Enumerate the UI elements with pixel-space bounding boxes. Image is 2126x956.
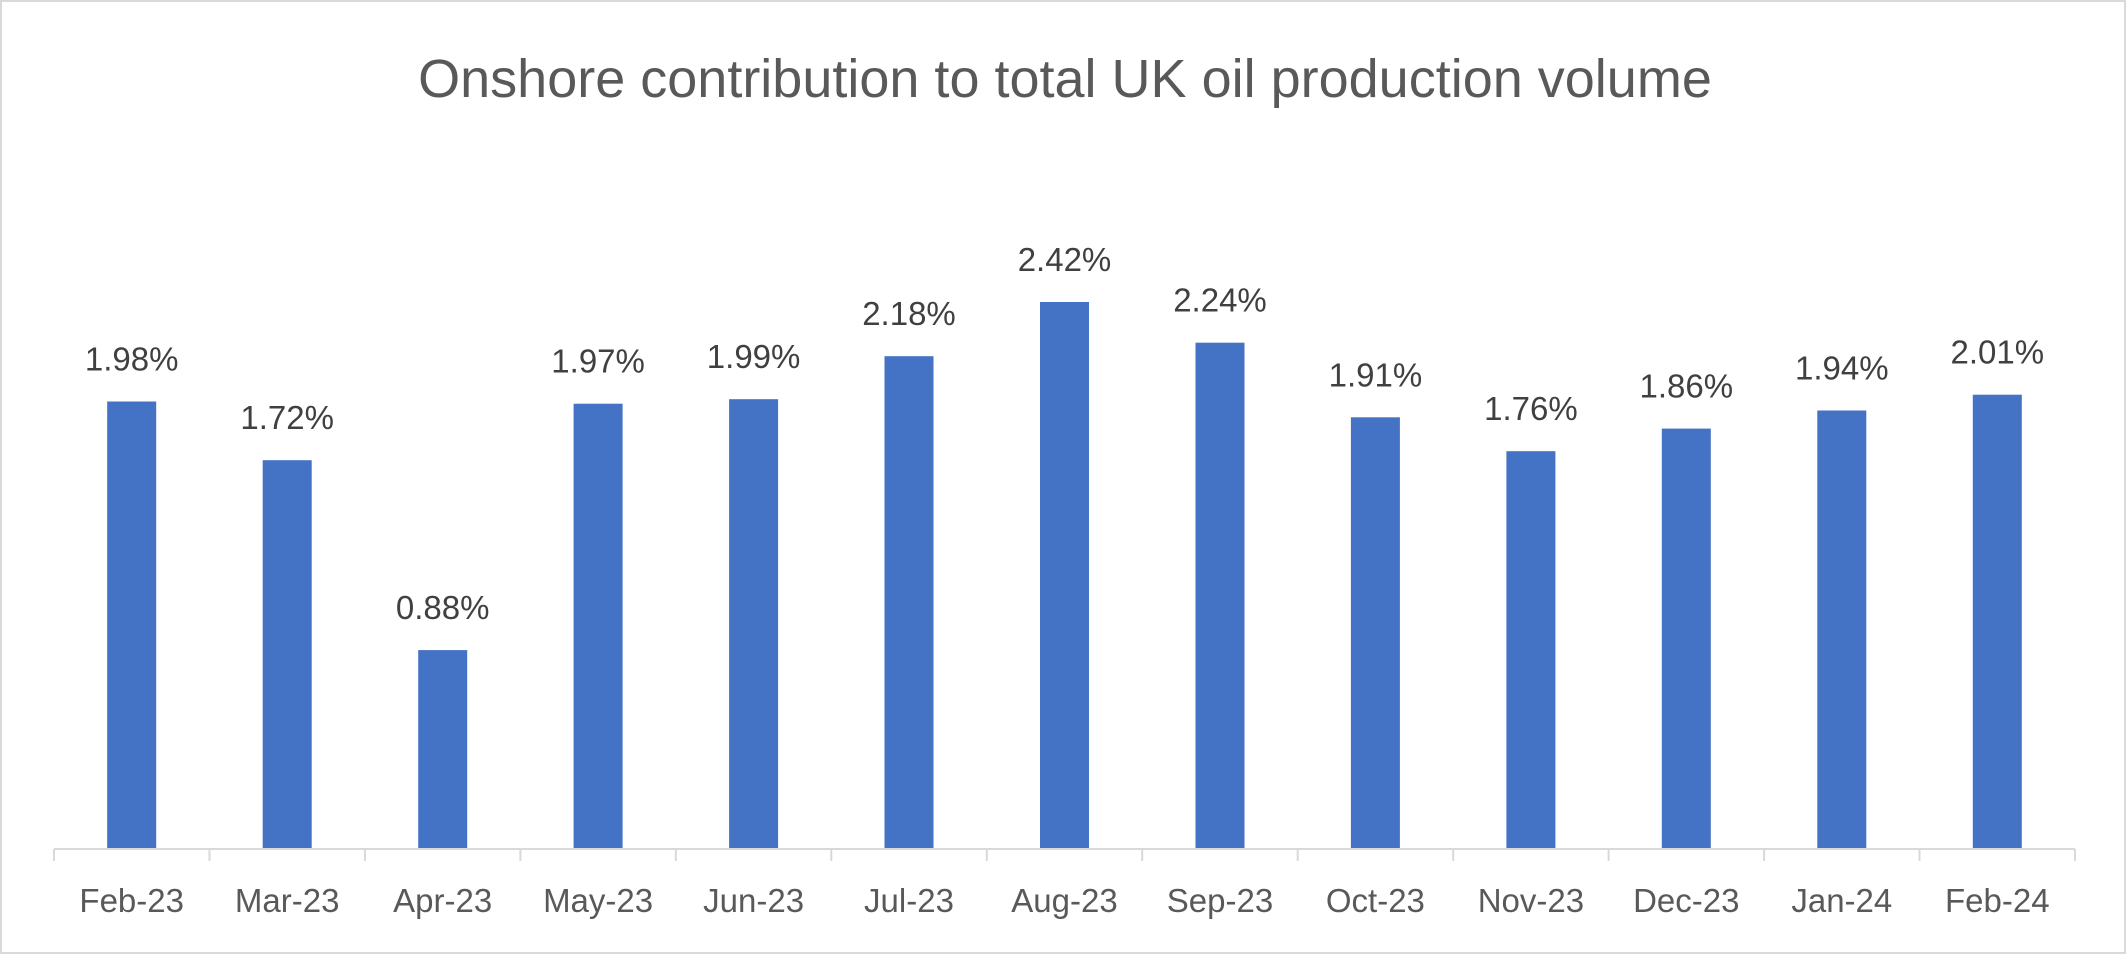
bar-Dec-23 [1661, 428, 1711, 849]
bar-Aug-23 [1040, 302, 1089, 849]
bar-Feb-24 [1972, 394, 2022, 849]
data-label-Nov-23: 1.76% [1484, 390, 1578, 427]
tick-label-Nov-23: Nov-23 [1478, 882, 1584, 919]
tick-label-Feb-23: Feb-23 [79, 882, 184, 919]
tick-label-Jan-24: Jan-24 [1791, 882, 1892, 919]
data-label-Jan-24: 1.94% [1795, 350, 1889, 387]
data-label-Feb-23: 1.98% [85, 341, 179, 378]
x-axis [53, 848, 2076, 861]
tick-label-May-23: May-23 [543, 882, 653, 919]
data-label-Aug-23: 2.42% [1018, 241, 1112, 278]
data-labels-layer: 1.98% 1.72% 0.88% 1.97% 1.99% 2.18% 2.42% 2.24%… [85, 241, 2044, 626]
tick-label-Jul-23: Jul-23 [864, 882, 954, 919]
tick-label-Aug-23: Aug-23 [1011, 882, 1117, 919]
tick-label-Dec-23: Dec-23 [1633, 882, 1739, 919]
bar-Jun-23 [729, 399, 779, 849]
tick-label-Mar-23: Mar-23 [235, 882, 340, 919]
data-label-Apr-23: 0.88% [396, 589, 490, 626]
data-label-Sep-23: 2.24% [1173, 282, 1267, 319]
bar-Jul-23 [884, 356, 934, 849]
chart-title: Onshore contribution to total UK oil pro… [418, 49, 1712, 109]
data-label-Dec-23: 1.86% [1640, 368, 1734, 405]
data-label-Oct-23: 1.91% [1329, 356, 1423, 393]
bar-Oct-23 [1350, 417, 1400, 849]
bar-Feb-23 [107, 401, 157, 849]
data-label-Feb-24: 2.01% [1951, 334, 2045, 371]
x-tick-labels: Feb-23 Mar-23 Apr-23 May-23 Jun-23 Jul-23 Aug-… [79, 882, 2049, 919]
data-label-Jun-23: 1.99% [707, 338, 801, 375]
data-label-Mar-23: 1.72% [240, 399, 334, 436]
data-label-May-23: 1.97% [551, 343, 645, 380]
bar-Nov-23 [1506, 451, 1556, 849]
bar-Mar-23 [262, 460, 312, 849]
tick-label-Feb-24: Feb-24 [1945, 882, 2050, 919]
bar-Jan-24 [1817, 410, 1867, 849]
tick-label-Jun-23: Jun-23 [703, 882, 804, 919]
data-label-Jul-23: 2.18% [862, 295, 956, 332]
tick-label-Apr-23: Apr-23 [393, 882, 492, 919]
bar-Sep-23 [1195, 342, 1245, 849]
bars-layer [107, 302, 2022, 849]
tick-label-Sep-23: Sep-23 [1167, 882, 1273, 919]
bar-Apr-23 [418, 650, 468, 849]
tick-label-Oct-23: Oct-23 [1326, 882, 1425, 919]
bar-May-23 [573, 403, 623, 849]
